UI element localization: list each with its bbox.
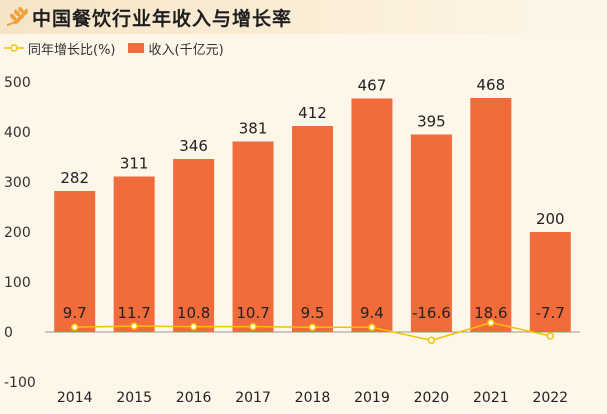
growth-point xyxy=(546,332,555,340)
growth-point xyxy=(308,323,317,331)
bar-value-label: 282 xyxy=(60,169,89,187)
legend: 同年增长比(%) 收入(千亿元) xyxy=(4,38,236,58)
wheat-logo-icon xyxy=(6,6,29,26)
growth-point xyxy=(130,322,138,330)
bar xyxy=(173,159,215,332)
bar-value-label: 395 xyxy=(417,113,446,131)
legend-item-growth[interactable]: 同年增长比(%) xyxy=(4,39,116,58)
x-tick-label: 2020 xyxy=(414,390,450,406)
growth-value-label: 9.4 xyxy=(360,304,384,322)
bar-value-label: 467 xyxy=(358,77,387,95)
growth-value-label: -7.7 xyxy=(536,304,565,322)
legend-line-swatch xyxy=(4,44,24,52)
x-tick-label: 2015 xyxy=(116,390,152,406)
growth-point xyxy=(189,322,198,331)
y-tick-label: 200 xyxy=(4,225,31,241)
growth-value-label: 10.8 xyxy=(177,304,210,322)
bar xyxy=(292,126,333,332)
growth-point xyxy=(249,322,257,331)
x-tick-label: 2018 xyxy=(295,390,331,406)
chart-title: 中国餐饮行业年收入与增长率 xyxy=(32,8,293,30)
y-tick-label: 500 xyxy=(4,75,31,91)
legend-bar-swatch xyxy=(127,43,144,53)
x-tick-label: 2022 xyxy=(532,390,568,406)
bar xyxy=(113,176,155,332)
bar xyxy=(54,191,96,332)
bar xyxy=(232,141,274,332)
y-tick-label: 100 xyxy=(4,275,31,291)
x-tick-label: 2019 xyxy=(354,390,390,406)
bar xyxy=(470,98,512,332)
legend-item-revenue[interactable]: 收入(千亿元) xyxy=(127,39,224,58)
y-tick-label: 400 xyxy=(4,125,31,141)
legend-label-growth: 同年增长比(%) xyxy=(28,42,116,58)
bar-value-label: 381 xyxy=(239,120,268,138)
growth-point xyxy=(368,323,376,332)
y-tick-label: 0 xyxy=(4,325,13,341)
bar-value-label: 468 xyxy=(477,76,506,94)
bar-value-label: 412 xyxy=(298,104,327,122)
growth-value-label: 9.5 xyxy=(301,304,325,322)
bar-value-label: 346 xyxy=(179,137,208,155)
growth-value-label: 11.7 xyxy=(117,304,150,322)
bar-value-label: 311 xyxy=(120,155,149,173)
growth-value-label: -16.6 xyxy=(412,304,451,322)
bar xyxy=(351,98,393,332)
growth-value-label: 18.6 xyxy=(474,304,507,322)
growth-value-label: 9.7 xyxy=(63,304,87,322)
header-band: 中国餐饮行业年收入与增长率 xyxy=(0,0,607,34)
growth-value-label: 10.7 xyxy=(236,304,269,322)
growth-point xyxy=(487,318,495,327)
bar-value-label: 200 xyxy=(536,210,565,228)
y-tick-label: -100 xyxy=(4,375,36,391)
bar xyxy=(410,134,452,332)
legend-label-revenue: 收入(千亿元) xyxy=(148,42,224,58)
y-tick-label: 300 xyxy=(4,175,31,191)
x-tick-label: 2014 xyxy=(57,390,93,406)
x-tick-label: 2017 xyxy=(235,390,271,406)
growth-point xyxy=(427,336,436,345)
x-tick-label: 2016 xyxy=(176,390,212,406)
growth-point xyxy=(70,323,79,331)
bar xyxy=(529,232,571,332)
x-tick-label: 2021 xyxy=(473,390,509,406)
